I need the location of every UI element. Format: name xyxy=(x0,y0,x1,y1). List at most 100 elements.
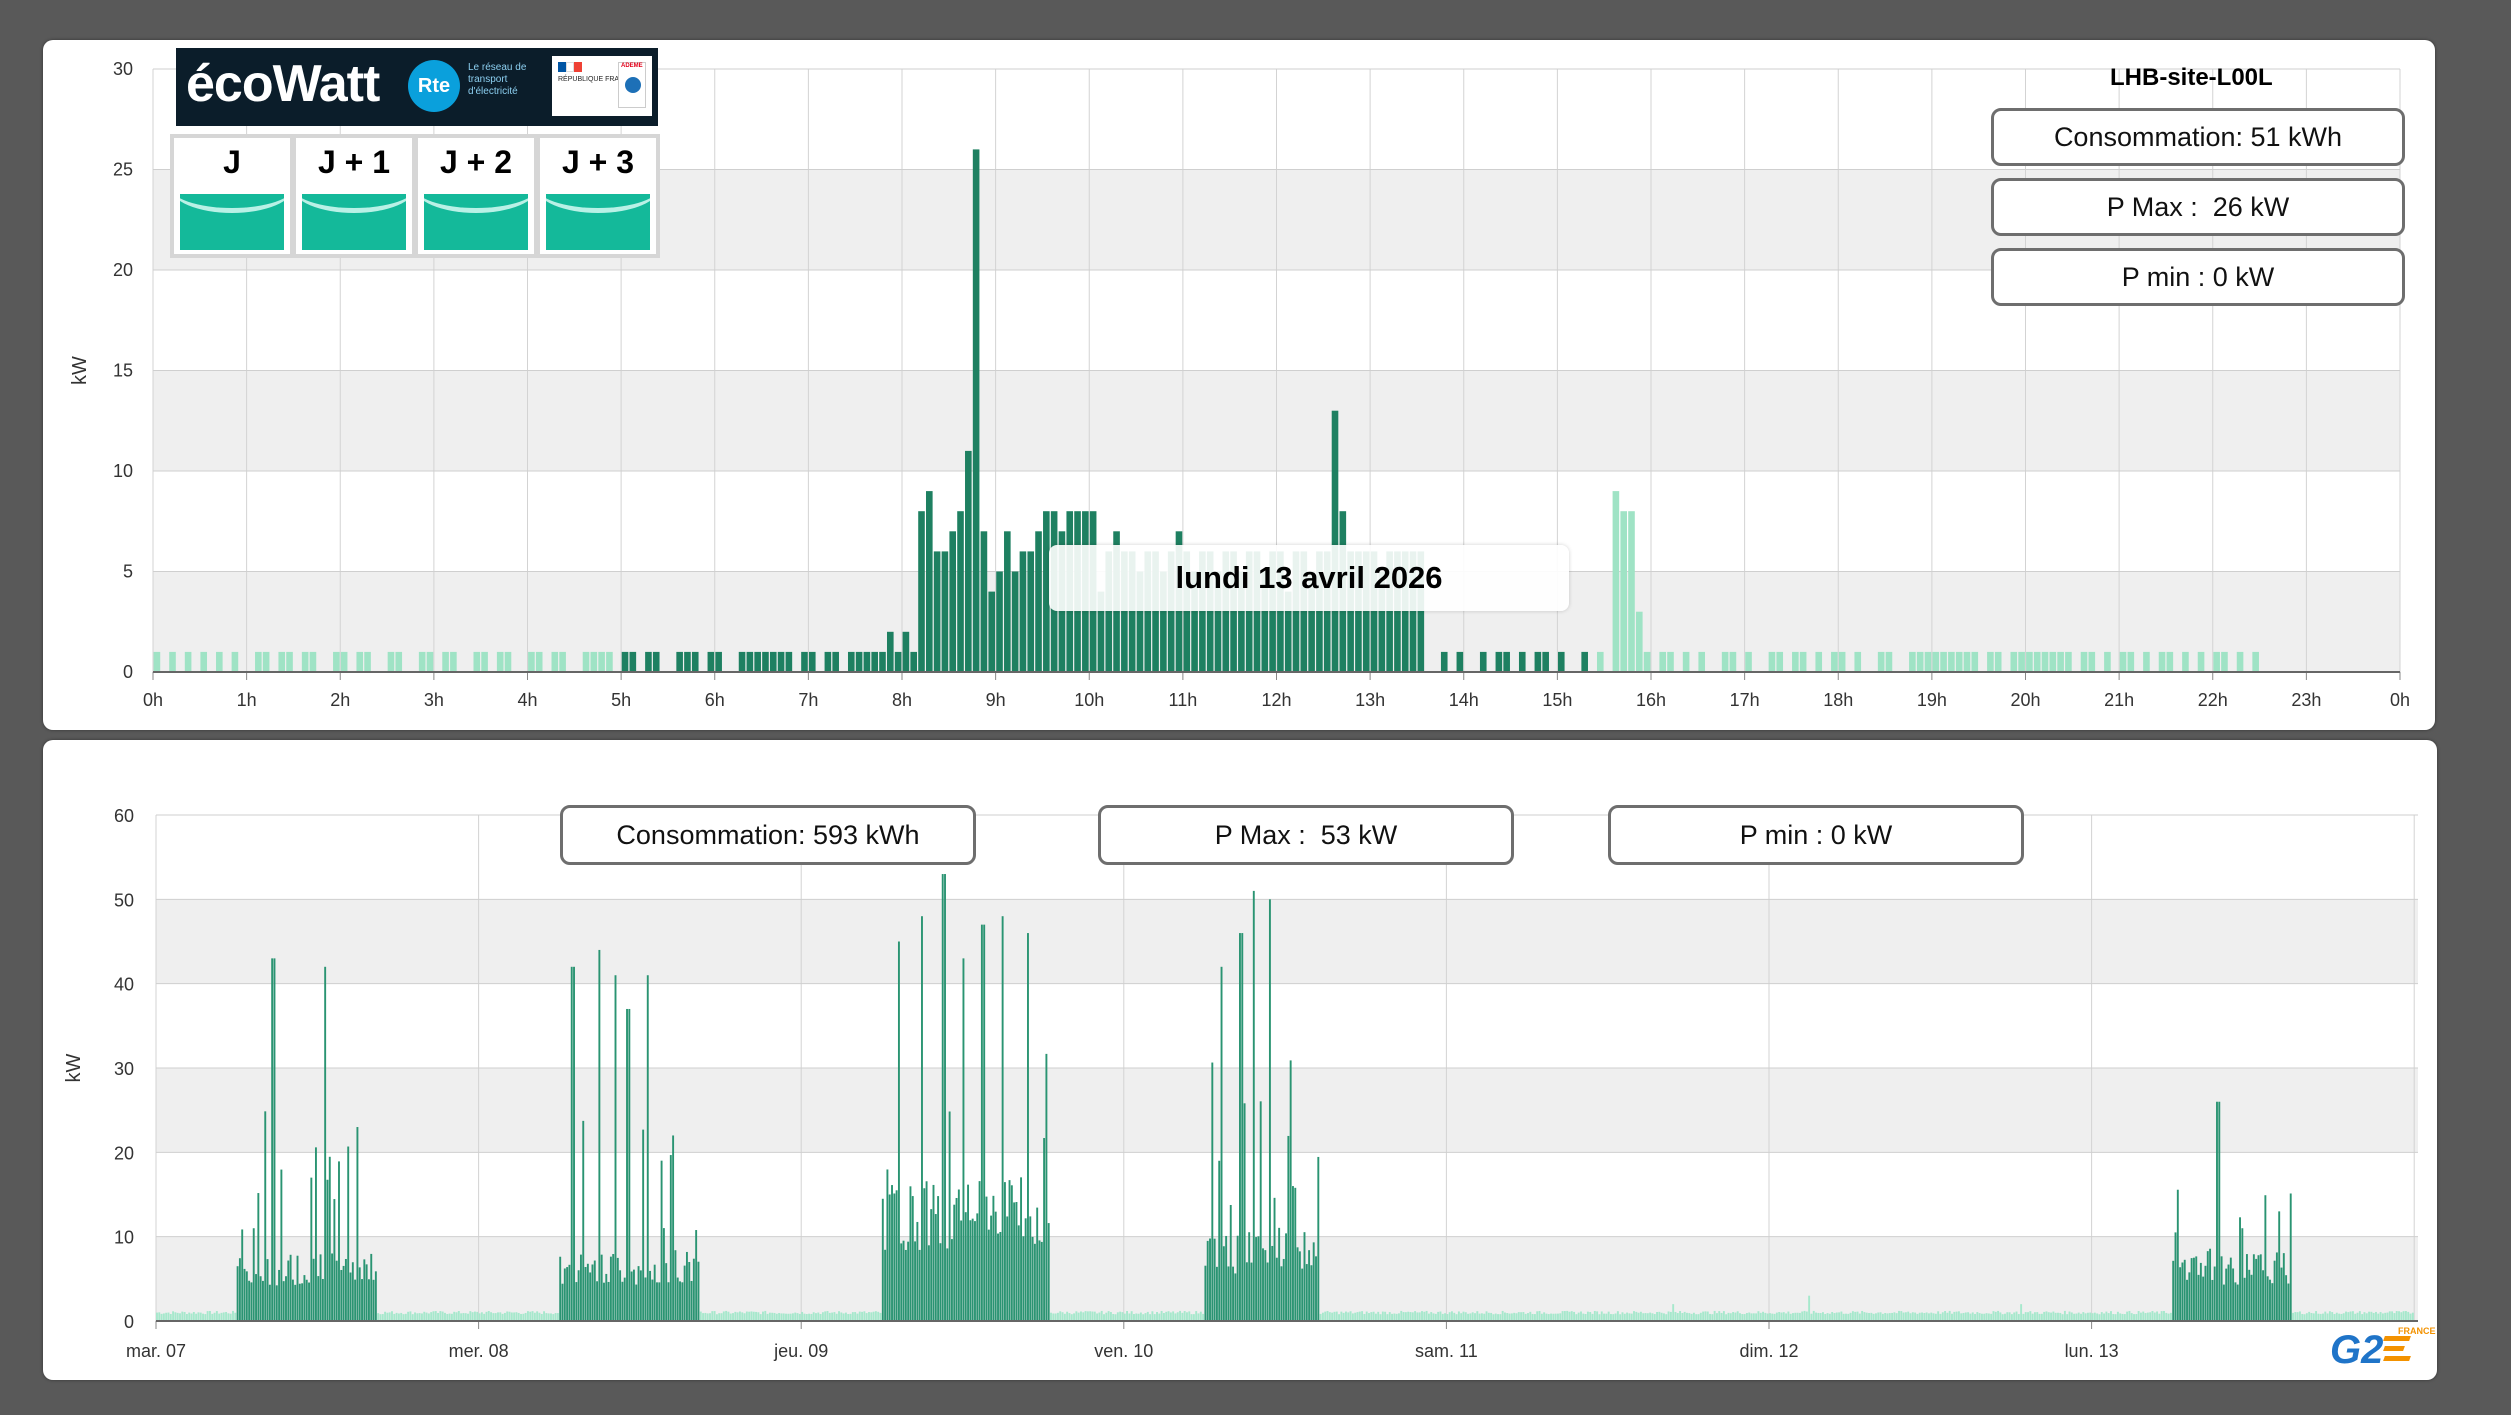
power-bar xyxy=(2368,1311,2371,1321)
power-bar xyxy=(691,651,699,672)
power-bar xyxy=(308,1282,310,1321)
y-tick-label: 60 xyxy=(114,806,134,826)
power-bar xyxy=(1328,1312,1331,1321)
power-bar xyxy=(450,651,457,672)
power-bar xyxy=(298,1283,301,1321)
power-bar xyxy=(1568,1311,1571,1321)
power-bar xyxy=(2096,1313,2099,1321)
power-bar xyxy=(1580,1311,1582,1321)
power-bar xyxy=(1501,1310,1504,1321)
power-bar xyxy=(1086,1311,1089,1321)
power-bar xyxy=(1013,1202,1016,1321)
power-bar xyxy=(897,941,900,1321)
power-bar xyxy=(1280,1266,1283,1321)
power-bar xyxy=(957,1189,960,1321)
power-bar xyxy=(651,1279,654,1321)
power-bar xyxy=(1729,651,1737,672)
ecowatt-signal-icon xyxy=(546,194,650,250)
power-bar xyxy=(941,874,944,1321)
power-bar xyxy=(1798,1312,1801,1321)
power-bar xyxy=(1713,1310,1716,1321)
x-tick-label: 16h xyxy=(1636,690,1666,710)
power-bar xyxy=(1077,1312,1080,1321)
power-bar xyxy=(566,1267,569,1321)
power-bar xyxy=(1434,1313,1437,1321)
power-bar xyxy=(190,1313,193,1321)
power-bar xyxy=(801,1311,804,1321)
power-bar xyxy=(769,651,777,672)
grid-band xyxy=(156,1068,2418,1153)
power-bar xyxy=(1167,1311,1170,1321)
power-bar xyxy=(988,591,996,672)
power-bar xyxy=(448,1313,451,1321)
power-bar xyxy=(1603,1313,1605,1321)
power-bar xyxy=(1471,1312,1474,1321)
ecowatt-widget[interactable]: écoWatt Rte Le réseau de transport d'éle… xyxy=(170,48,660,260)
power-bar xyxy=(1499,1314,1502,1321)
ecowatt-day-j[interactable]: J xyxy=(174,138,290,254)
power-bar xyxy=(1128,551,1136,672)
power-bar xyxy=(738,651,746,672)
power-bar xyxy=(808,651,816,672)
power-bar xyxy=(1105,551,1113,672)
power-bar xyxy=(1372,1311,1375,1321)
power-bar xyxy=(1533,1314,1536,1321)
power-bar xyxy=(1902,1312,1905,1321)
power-bar xyxy=(1050,1312,1052,1321)
power-bar xyxy=(974,1221,976,1321)
y-tick-label: 30 xyxy=(113,59,133,79)
power-bar xyxy=(501,1313,504,1321)
power-bar xyxy=(1301,1268,1304,1321)
power-bar xyxy=(1100,1310,1103,1321)
power-bar xyxy=(674,1250,677,1321)
power-bar xyxy=(858,1311,861,1321)
power-bar xyxy=(2322,1313,2324,1321)
power-bar xyxy=(2001,1314,2004,1321)
power-bar xyxy=(1589,1312,1592,1321)
power-bar xyxy=(2020,1304,2023,1321)
power-bar xyxy=(607,1281,610,1321)
power-bar xyxy=(1204,1265,1207,1321)
power-bar xyxy=(789,1313,792,1321)
power-bar xyxy=(748,1311,751,1321)
power-bar xyxy=(153,651,161,672)
power-bar xyxy=(923,1188,926,1321)
power-bar xyxy=(1651,1313,1654,1321)
power-bar xyxy=(1891,1312,1894,1321)
power-bar xyxy=(185,1313,188,1321)
ecowatt-day-j1[interactable]: J + 1 xyxy=(296,138,412,254)
power-bar xyxy=(1358,1311,1361,1321)
power-bar xyxy=(957,511,964,672)
power-bar xyxy=(262,651,270,672)
power-bar xyxy=(646,975,649,1321)
power-bar xyxy=(1317,1156,1320,1321)
power-bar xyxy=(1158,1313,1161,1321)
power-bar xyxy=(1230,551,1237,672)
x-tick-label: 7h xyxy=(798,690,818,710)
power-bar xyxy=(1379,1314,1382,1321)
power-bar xyxy=(444,1312,446,1321)
power-bar xyxy=(699,1311,702,1321)
power-bar xyxy=(1885,651,1893,672)
power-bar xyxy=(1778,1312,1781,1321)
ecowatt-day-j2[interactable]: J + 2 xyxy=(418,138,534,254)
power-bar xyxy=(457,1310,460,1321)
power-bar xyxy=(1838,1312,1841,1321)
power-bar xyxy=(1296,1247,1299,1321)
power-bar xyxy=(1520,1312,1523,1321)
power-bar xyxy=(455,1312,458,1321)
power-bar xyxy=(1626,1312,1629,1321)
power-bar xyxy=(310,1177,313,1321)
ecowatt-day-j3[interactable]: J + 3 xyxy=(540,138,656,254)
power-bar xyxy=(510,1312,513,1321)
power-bar xyxy=(476,1311,479,1321)
power-bar xyxy=(324,966,327,1321)
x-tick-label: 23h xyxy=(2291,690,2321,710)
power-bar xyxy=(746,651,754,672)
power-bar xyxy=(2400,1312,2403,1321)
power-bar xyxy=(1643,651,1651,672)
power-bar xyxy=(158,1312,161,1321)
power-bar xyxy=(1676,1313,1679,1321)
power-bar xyxy=(2402,1311,2405,1321)
power-bar xyxy=(248,1280,251,1321)
